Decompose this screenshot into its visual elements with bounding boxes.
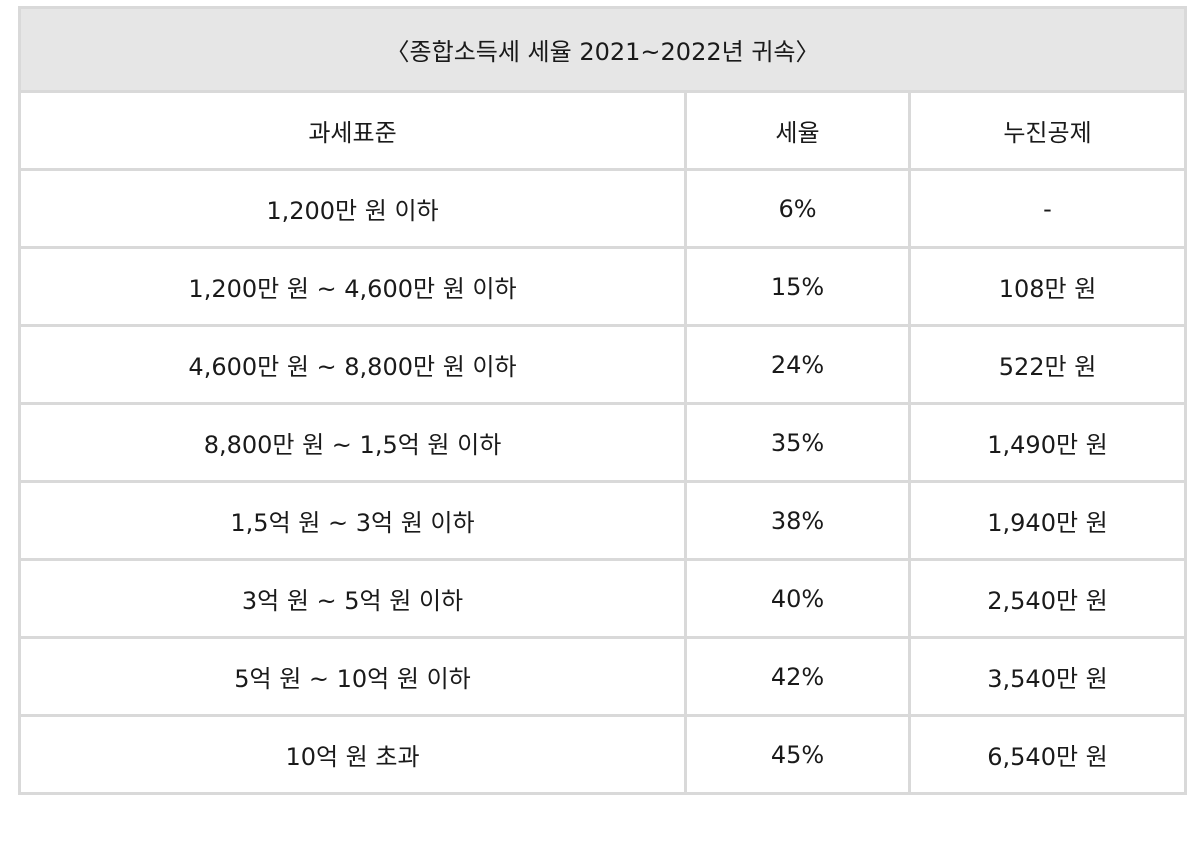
table-row: 10억 원 초과 45% 6,540만 원 bbox=[18, 714, 1188, 795]
rate-cell: 15% bbox=[684, 246, 911, 327]
title-row: 〈종합소득세 세율 2021~2022년 귀속〉 bbox=[17, 6, 1188, 93]
bracket-cell: 3억 원 ~ 5억 원 이하 bbox=[18, 558, 687, 639]
header-progressive-deduction: 누진공제 bbox=[907, 90, 1188, 171]
rate-cell: 45% bbox=[684, 714, 911, 795]
deduction-cell: 108만 원 bbox=[907, 246, 1188, 327]
table-row: 4,600만 원 ~ 8,800만 원 이하 24% 522만 원 bbox=[18, 324, 1188, 405]
deduction-cell: 1,940만 원 bbox=[907, 480, 1188, 561]
rate-cell: 42% bbox=[684, 636, 911, 717]
table-row: 3억 원 ~ 5억 원 이하 40% 2,540만 원 bbox=[18, 558, 1188, 639]
table-row: 1,200만 원 ~ 4,600만 원 이하 15% 108만 원 bbox=[18, 246, 1188, 327]
rate-cell: 24% bbox=[684, 324, 911, 405]
rate-cell: 38% bbox=[684, 480, 911, 561]
table-title: 〈종합소득세 세율 2021~2022년 귀속〉 bbox=[17, 6, 1188, 93]
bracket-cell: 1,200만 원 이하 bbox=[18, 168, 687, 249]
rate-cell: 35% bbox=[684, 402, 911, 483]
bracket-cell: 8,800만 원 ~ 1,5억 원 이하 bbox=[18, 402, 687, 483]
header-row: 과세표준 세율 누진공제 bbox=[18, 90, 1188, 171]
bracket-cell: 10억 원 초과 bbox=[18, 714, 687, 795]
table-row: 1,5억 원 ~ 3억 원 이하 38% 1,940만 원 bbox=[18, 480, 1188, 561]
deduction-cell: - bbox=[907, 168, 1188, 249]
deduction-cell: 6,540만 원 bbox=[907, 714, 1188, 795]
table-row: 1,200만 원 이하 6% - bbox=[18, 168, 1188, 249]
tax-rate-table: 〈종합소득세 세율 2021~2022년 귀속〉 과세표준 세율 누진공제 1,… bbox=[17, 6, 1188, 795]
rate-cell: 6% bbox=[684, 168, 911, 249]
header-tax-rate: 세율 bbox=[684, 90, 911, 171]
table-row: 5억 원 ~ 10억 원 이하 42% 3,540만 원 bbox=[18, 636, 1188, 717]
rate-cell: 40% bbox=[684, 558, 911, 639]
bracket-cell: 5억 원 ~ 10억 원 이하 bbox=[18, 636, 687, 717]
bracket-cell: 1,200만 원 ~ 4,600만 원 이하 bbox=[18, 246, 687, 327]
deduction-cell: 1,490만 원 bbox=[907, 402, 1188, 483]
header-tax-base: 과세표준 bbox=[18, 90, 687, 171]
deduction-cell: 2,540만 원 bbox=[907, 558, 1188, 639]
deduction-cell: 522만 원 bbox=[907, 324, 1188, 405]
table-row: 8,800만 원 ~ 1,5억 원 이하 35% 1,490만 원 bbox=[18, 402, 1188, 483]
bracket-cell: 4,600만 원 ~ 8,800만 원 이하 bbox=[18, 324, 687, 405]
deduction-cell: 3,540만 원 bbox=[907, 636, 1188, 717]
bracket-cell: 1,5억 원 ~ 3억 원 이하 bbox=[18, 480, 687, 561]
